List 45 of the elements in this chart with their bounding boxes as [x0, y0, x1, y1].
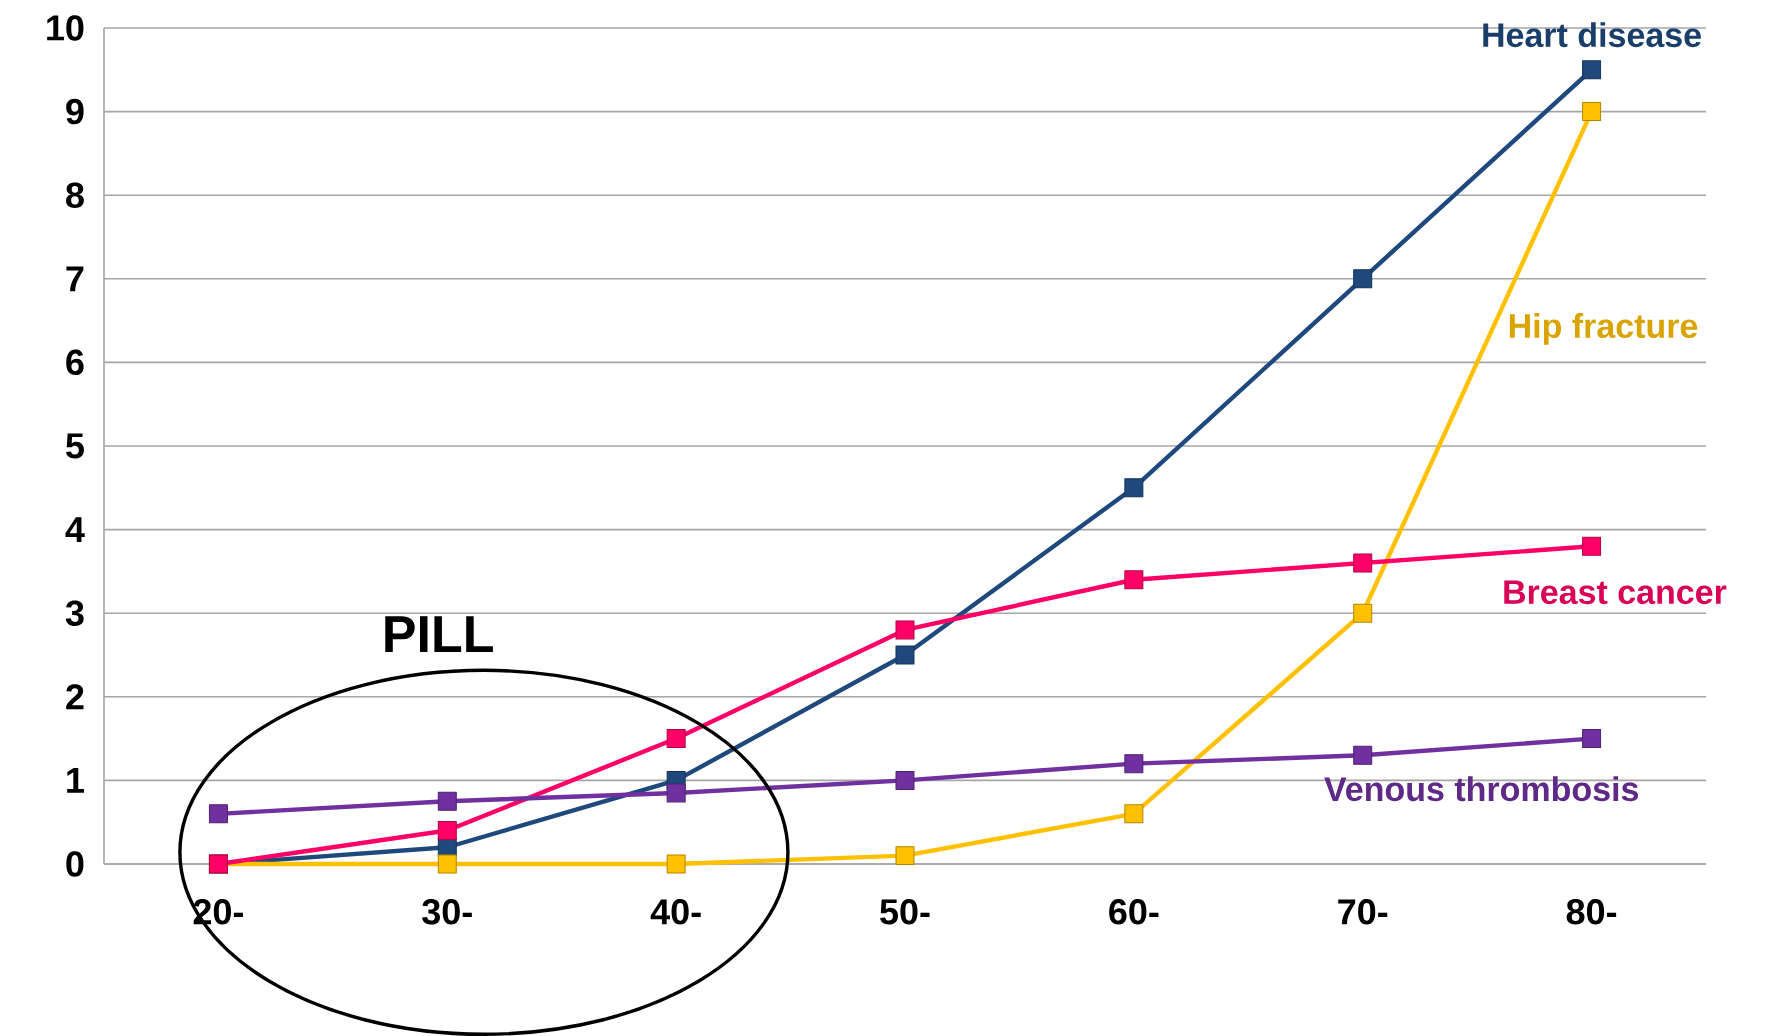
x-tick-label: 60- [1109, 899, 1159, 925]
point [1353, 603, 1373, 623]
point [666, 854, 686, 874]
point [437, 821, 457, 841]
point [1353, 745, 1373, 765]
point [437, 854, 457, 874]
series-label: Hip fracture [1509, 313, 1698, 345]
point [437, 791, 457, 811]
point [208, 804, 228, 824]
annotation: PILL [385, 616, 493, 652]
y-tick-label: 0 [66, 851, 84, 877]
x-tick-label: 80- [1566, 899, 1617, 925]
series-label: Heart disease [1483, 22, 1701, 48]
point [1124, 804, 1144, 824]
point [895, 645, 915, 665]
point [1124, 570, 1144, 590]
point [1582, 729, 1602, 749]
point [1124, 478, 1144, 498]
y-tick-label: 7 [66, 266, 84, 292]
series-label: Venous thrombosis [1324, 776, 1639, 802]
point [895, 620, 915, 640]
point [895, 846, 915, 866]
y-tick-label: 3 [65, 600, 84, 626]
point [666, 729, 686, 749]
point [1124, 754, 1144, 774]
point [1582, 536, 1602, 556]
y-tick-label: 1 [67, 767, 84, 793]
point [666, 783, 686, 803]
y-tick-label: 8 [66, 182, 84, 208]
x-tick-label: 50- [880, 899, 930, 925]
point [895, 770, 915, 790]
y-tick-label: 6 [66, 349, 84, 376]
point [1582, 60, 1602, 80]
y-tick-label: 10 [47, 15, 84, 41]
y-tick-label: 2 [66, 684, 84, 710]
x-tick-label: 40- [650, 899, 701, 925]
point [1353, 553, 1373, 573]
y-tick-label: 5 [66, 433, 84, 459]
point [1582, 102, 1602, 122]
y-tick-label: 4 [65, 517, 85, 542]
x-tick-label: 30- [422, 899, 472, 925]
x-tick-label: 70- [1338, 899, 1388, 925]
series-label: Breast cancer [1504, 580, 1727, 605]
point [1353, 269, 1373, 289]
y-tick-label: 9 [66, 98, 84, 125]
